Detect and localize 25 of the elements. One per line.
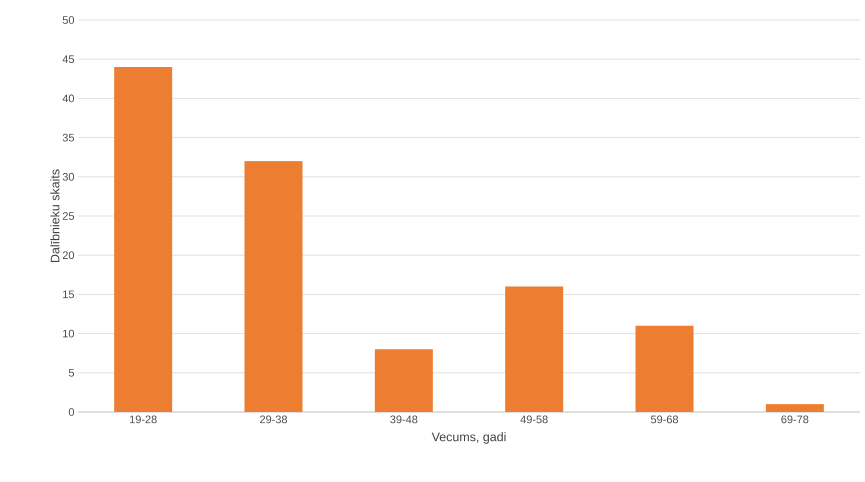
y-tick-label: 5 bbox=[68, 368, 74, 377]
x-tick-label: 69-78 bbox=[781, 416, 808, 424]
y-tick-label: 25 bbox=[62, 212, 74, 220]
y-tick-label: 35 bbox=[62, 134, 74, 142]
x-axis-title: Vecums, gadi bbox=[432, 432, 506, 444]
bar bbox=[114, 67, 172, 412]
y-tick-label: 50 bbox=[62, 16, 74, 24]
bar bbox=[636, 326, 694, 412]
bar bbox=[374, 349, 433, 412]
y-tick-label: 10 bbox=[63, 330, 74, 338]
y-tick-label: 30 bbox=[62, 172, 74, 181]
y-tick-label: 45 bbox=[62, 55, 74, 64]
x-tick-label: 49-58 bbox=[520, 416, 548, 424]
y-tick-label: 15 bbox=[63, 290, 74, 298]
y-tick-label: 40 bbox=[62, 94, 74, 102]
bar bbox=[766, 404, 824, 412]
y-tick-label: 20 bbox=[62, 251, 74, 260]
x-tick-label: 19-28 bbox=[130, 416, 157, 424]
x-tick-label: 59-68 bbox=[650, 416, 678, 424]
x-tick-label: 29-38 bbox=[260, 416, 288, 424]
y-tick-label: 0 bbox=[68, 408, 74, 416]
y-axis-title: Dalībnieku skaits bbox=[50, 169, 60, 262]
bar bbox=[244, 161, 303, 412]
x-tick-label: 39-48 bbox=[390, 416, 418, 424]
bar bbox=[505, 286, 564, 412]
